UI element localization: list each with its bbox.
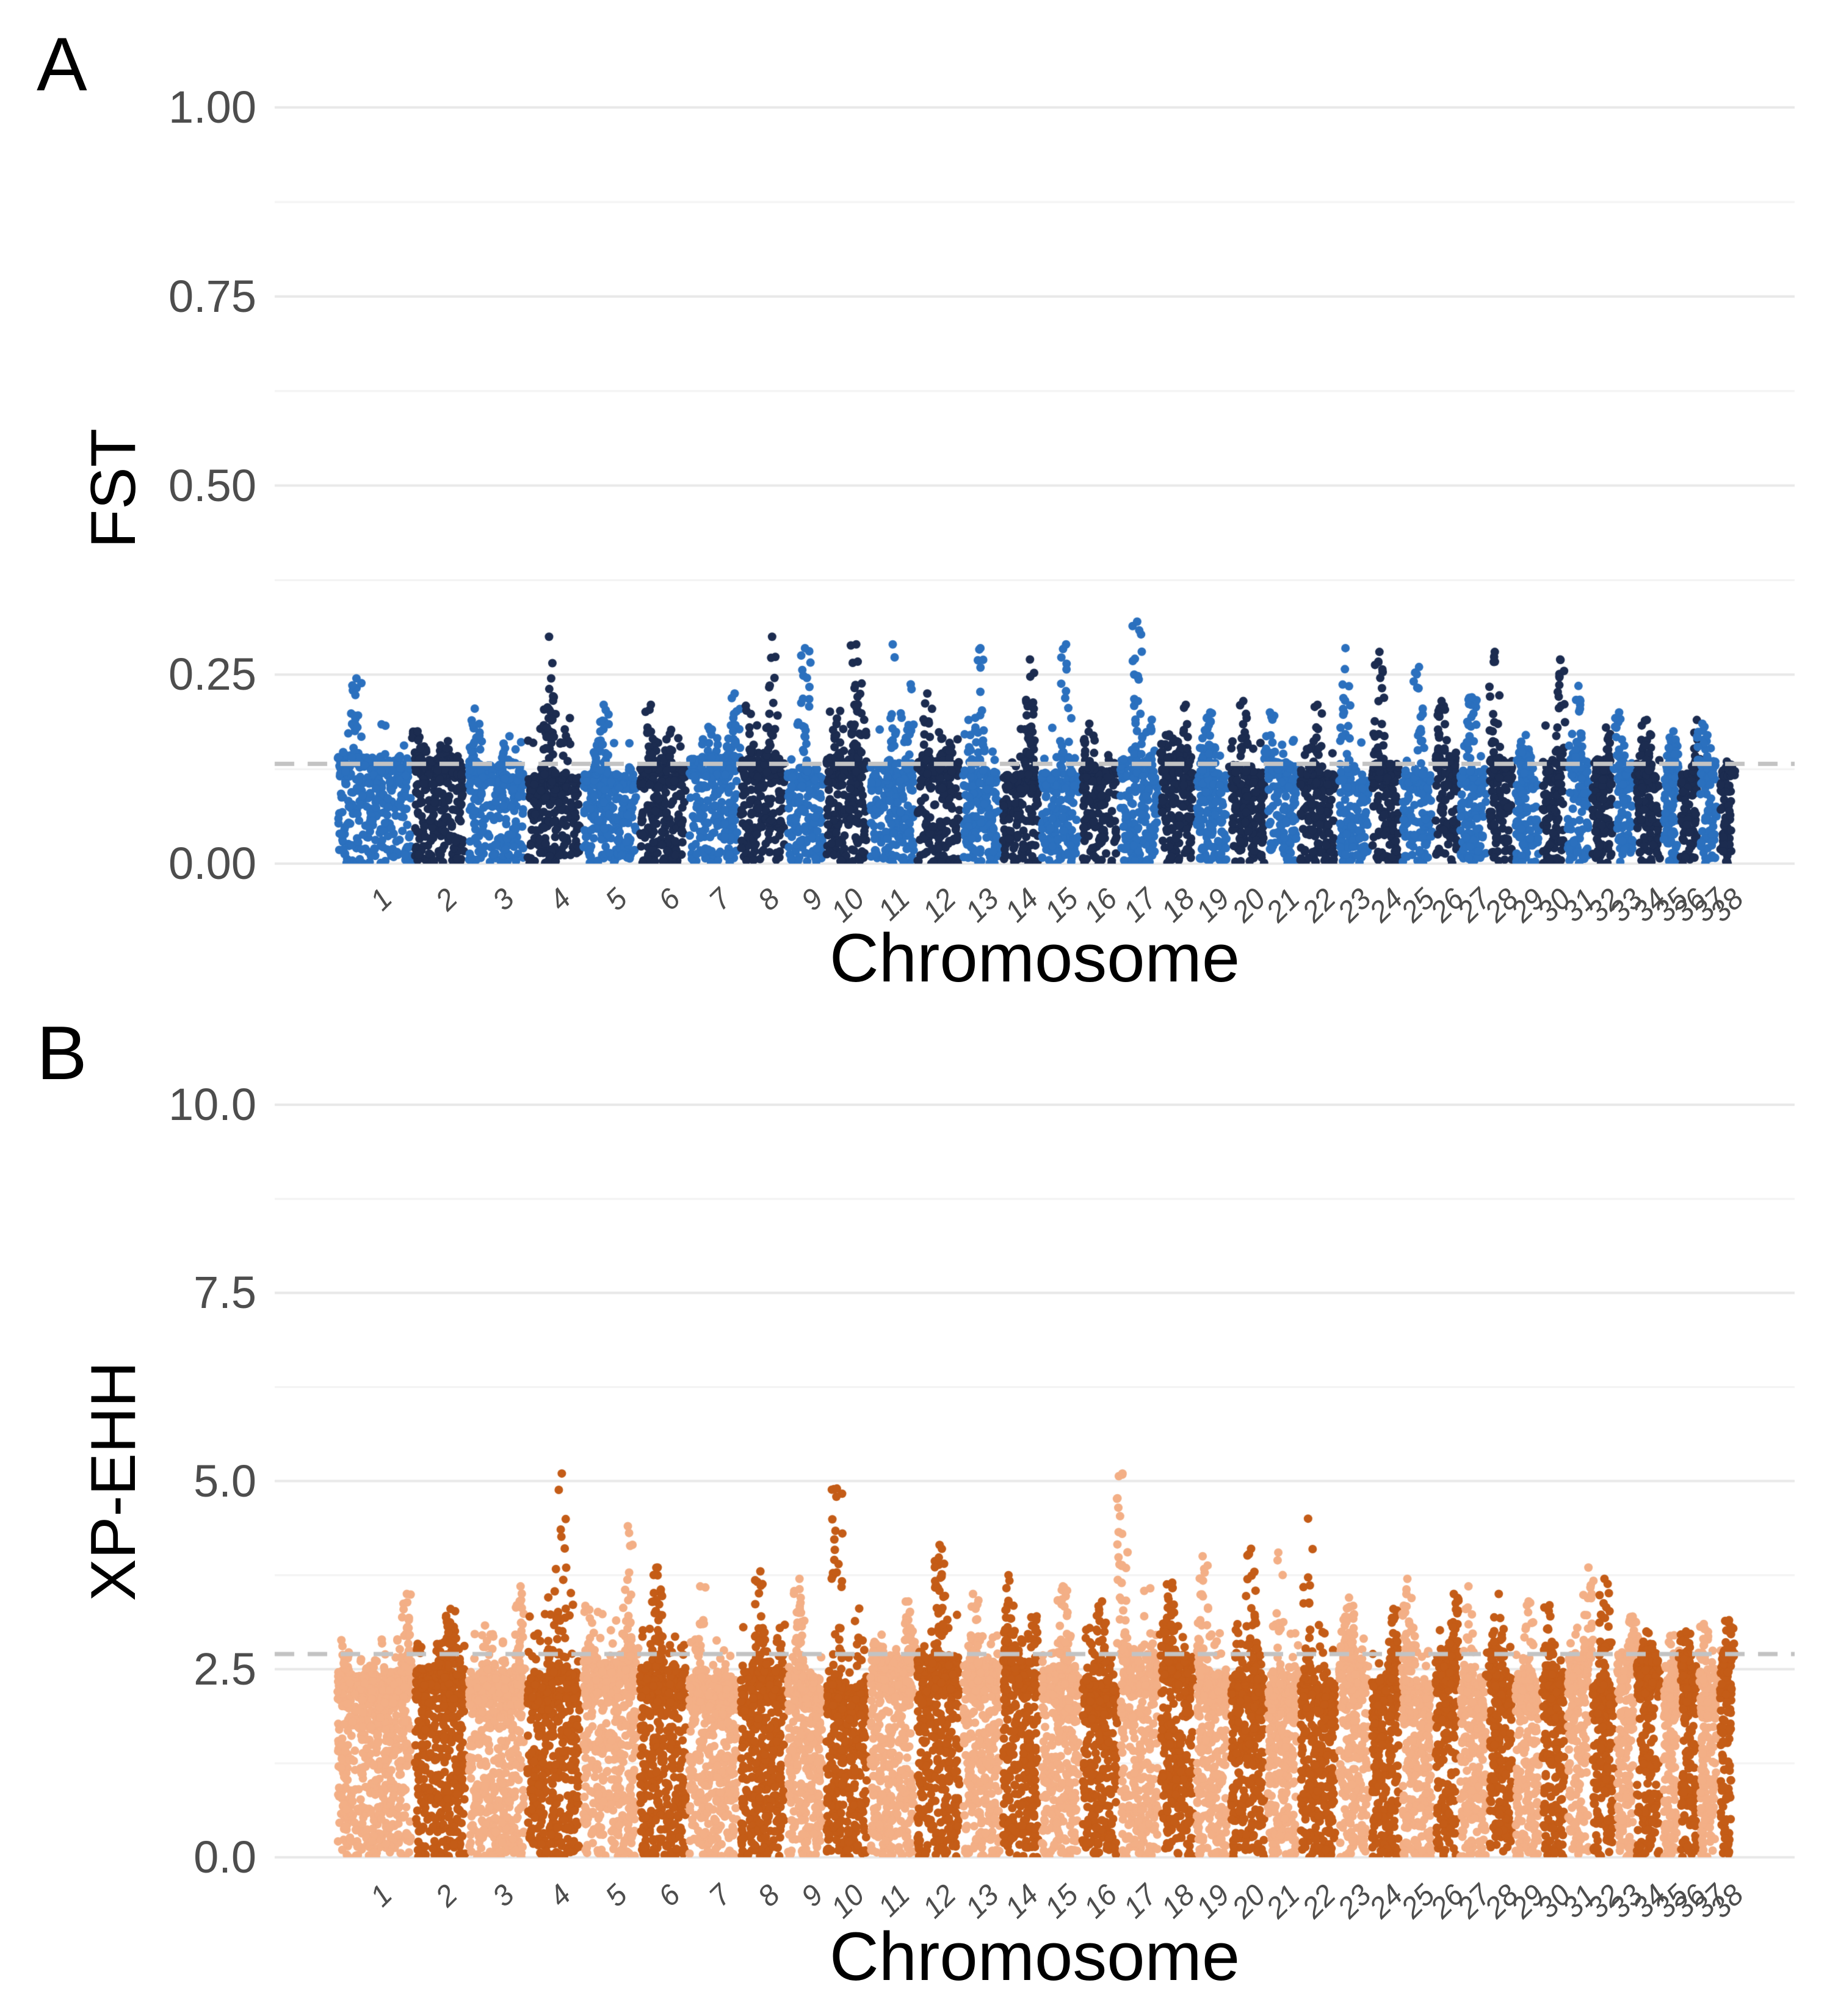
x-tick-label: 8 bbox=[752, 1878, 787, 1913]
x-tick-label: 4 bbox=[543, 1878, 578, 1913]
x-tick-label: 12 bbox=[916, 1878, 963, 1925]
x-tick-label: 8 bbox=[752, 882, 787, 917]
x-axis-title-chromosome-a: Chromosome bbox=[829, 920, 1240, 996]
x-tick-label: 16 bbox=[1077, 1878, 1124, 1925]
x-axis-title-chromosome-b: Chromosome bbox=[829, 1918, 1240, 1995]
x-tick-label: 11 bbox=[872, 1878, 916, 1923]
x-tick-label: 5 bbox=[599, 1878, 634, 1913]
x-tick-label: 1 bbox=[364, 1878, 399, 1913]
y-tick-label: 0.75 bbox=[168, 270, 256, 322]
y-tick-label: 2.5 bbox=[194, 1643, 256, 1694]
x-tick-label: 3 bbox=[486, 1878, 521, 1913]
x-tick-label: 2 bbox=[430, 1878, 465, 1913]
y-tick-label: 0.25 bbox=[168, 649, 256, 700]
x-tick-label: 9 bbox=[795, 882, 830, 917]
x-tick-label: 9 bbox=[795, 1878, 830, 1913]
x-tick-label: 6 bbox=[652, 882, 687, 917]
x-tick-label: 1 bbox=[364, 882, 399, 917]
x-tick-label: 2 bbox=[430, 882, 465, 917]
x-tick-label: 5 bbox=[599, 882, 634, 917]
y-tick-label: 7.5 bbox=[194, 1267, 256, 1318]
x-tick-label: 14 bbox=[999, 1878, 1045, 1925]
y-tick-label: 5.0 bbox=[194, 1455, 256, 1506]
x-tick-label: 3 bbox=[486, 882, 521, 917]
x-tick-label: 6 bbox=[652, 1878, 687, 1913]
y-tick-label: 10.0 bbox=[168, 1079, 256, 1130]
x-tick-label: 7 bbox=[703, 1878, 737, 1913]
x-tick-label: 10 bbox=[825, 1878, 871, 1925]
x-tick-label: 15 bbox=[1038, 1878, 1085, 1925]
x-tick-label: 13 bbox=[959, 1878, 1005, 1925]
x-tick-label: 7 bbox=[703, 882, 737, 917]
y-tick-label: 0.0 bbox=[194, 1832, 256, 1882]
y-tick-label: 1.00 bbox=[168, 82, 256, 132]
y-tick-label: 0.00 bbox=[168, 838, 256, 889]
y-tick-label: 0.50 bbox=[168, 460, 256, 511]
manhattan-plot-xpehh bbox=[0, 1067, 1838, 1860]
x-tick-label: 4 bbox=[543, 882, 578, 917]
manhattan-plot-fst bbox=[0, 73, 1838, 866]
